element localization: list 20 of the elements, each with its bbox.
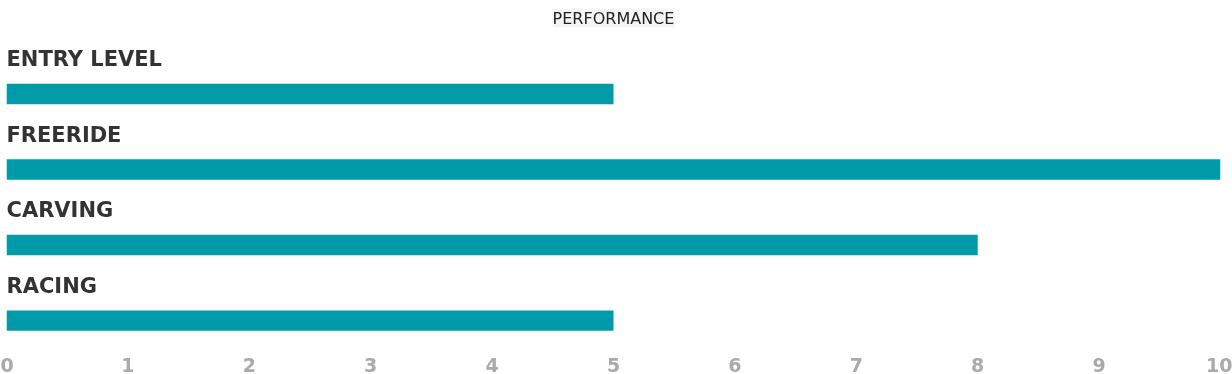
x-tick-label: 3 xyxy=(364,353,378,374)
bar xyxy=(6,234,978,256)
x-tick-label: 8 xyxy=(971,353,985,374)
x-tick-label: 0 xyxy=(0,353,14,374)
x-tick-label: 4 xyxy=(485,353,499,374)
x-tick-label: 5 xyxy=(606,353,621,374)
x-tick-label: 7 xyxy=(849,353,863,374)
x-tick-label: 2 xyxy=(242,353,256,374)
y-tick-label: CARVING xyxy=(6,198,114,223)
x-tick-label: 1 xyxy=(121,353,135,374)
x-tick-label: 10 xyxy=(1206,353,1232,374)
x-tick-label: 9 xyxy=(1092,353,1106,374)
bar xyxy=(6,83,614,105)
bar xyxy=(6,310,614,331)
x-tick-label: 6 xyxy=(728,353,742,374)
y-tick-label: FREERIDE xyxy=(6,122,122,147)
chart-title: PERFORMANCE xyxy=(552,8,675,28)
y-tick-label: RACING xyxy=(6,273,97,298)
y-tick-label: ENTRY LEVEL xyxy=(6,47,162,72)
bar xyxy=(6,159,1221,180)
